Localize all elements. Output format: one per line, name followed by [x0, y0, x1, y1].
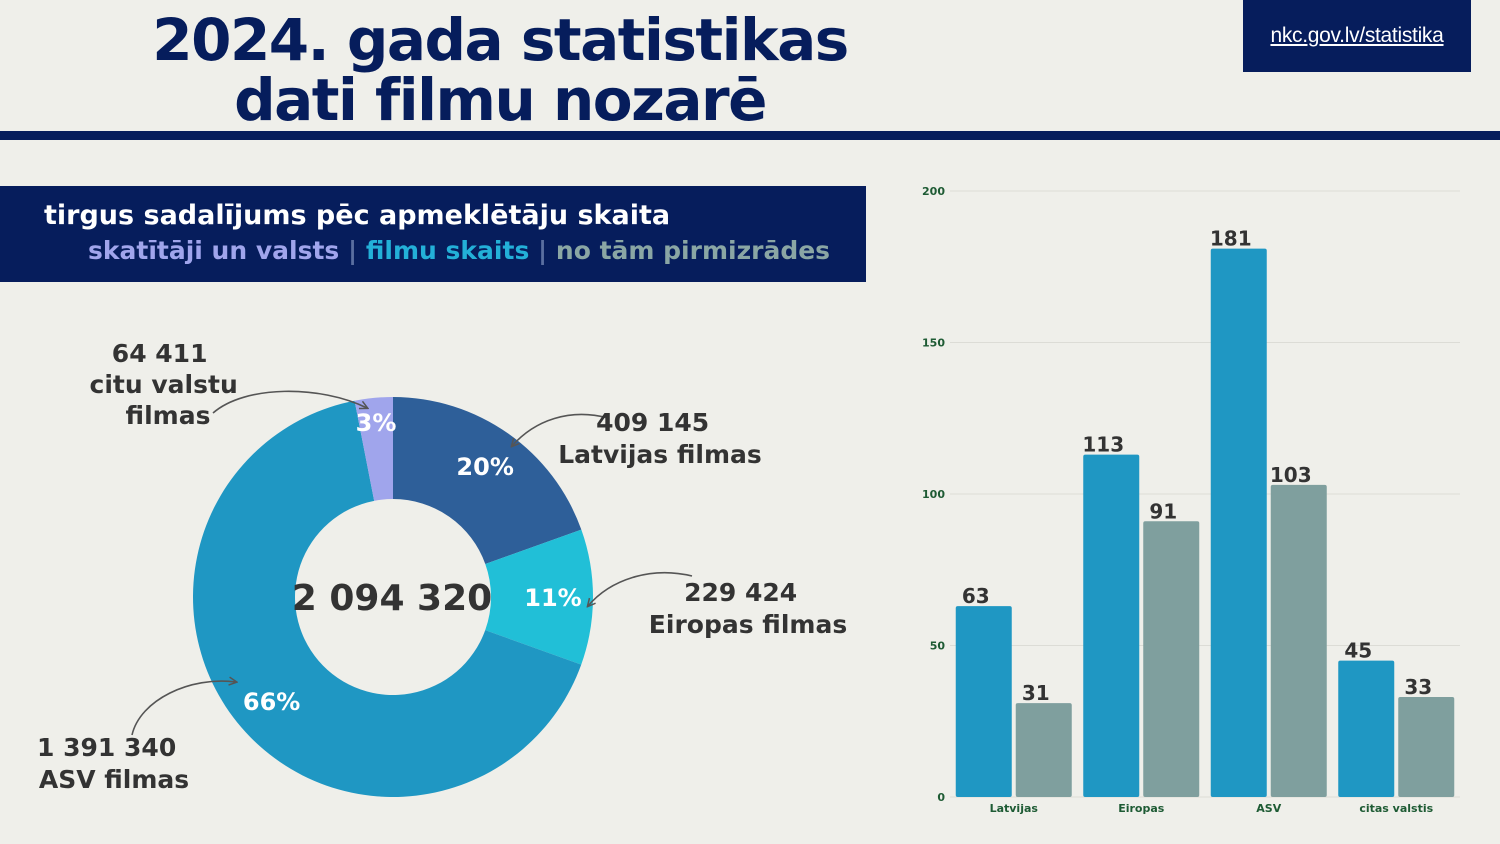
statistics-link[interactable]: nkc.gov.lv/statistika — [1270, 24, 1444, 47]
subtitle-banner: tirgus sadalījums pēc apmeklētāju skaita… — [0, 186, 866, 282]
y-tick-label: 200 — [922, 185, 945, 198]
bar-value-label: 33 — [1404, 675, 1432, 699]
donut-slice-1 — [485, 529, 593, 665]
legend-premieres: no tām pirmizrādes — [555, 236, 831, 265]
legend-line: skatītāji un valsts | filmu skaits | no … — [88, 236, 830, 265]
callout-citu: 64 411 citu valstu filmas — [90, 339, 247, 430]
donut-slice-3 — [354, 397, 393, 501]
y-tick-label: 100 — [922, 488, 945, 501]
bar-value-label: 63 — [962, 584, 990, 608]
y-tick-label: 150 — [922, 337, 945, 350]
bar-Eiropas-series-0 — [1083, 454, 1140, 797]
callout-arrow-eiropas — [588, 572, 693, 606]
bar-value-label: 91 — [1149, 499, 1177, 523]
callout-citu-name-1: citu valstu — [90, 370, 238, 399]
bar-ASV-series-1 — [1270, 484, 1327, 797]
page-title: 2024. gada statistikas dati filmu nozarē — [150, 10, 850, 130]
bar-chart: 0 50 100 150 200 63 31 Latvijas 113 91 Eiropas 181… — [922, 185, 1460, 815]
x-category-label: citas valstis — [1359, 802, 1433, 815]
callout-arrow-citu — [212, 390, 367, 414]
legend-separator: | — [538, 236, 548, 265]
callout-eiropas-name: Eiropas filmas — [649, 610, 847, 639]
x-category-label: Latvijas — [990, 802, 1039, 815]
callout-latvijas-value: 409 145 — [596, 408, 709, 437]
donut-percent-label-3: 3% — [356, 409, 397, 437]
donut-percent-label-0: 20% — [456, 453, 513, 481]
bar-value-label: 113 — [1082, 433, 1124, 457]
donut-chart: 20% 11% 66% 3% 2 094 320 64 411 citu valstu… — [37, 339, 847, 797]
callout-arrow-latvijas — [512, 413, 609, 446]
legend-separator: | — [348, 236, 358, 265]
header-divider — [0, 131, 1500, 140]
donut-center-total: 2 094 320 — [292, 578, 492, 619]
callout-eiropas: 229 424 Eiropas filmas — [649, 578, 847, 639]
bar-value-label: 45 — [1344, 639, 1372, 663]
callout-arrow-asv — [131, 681, 236, 736]
donut-slice-2 — [193, 400, 582, 797]
callout-asv-name: ASV filmas — [39, 765, 189, 794]
callout-latvijas-name: Latvijas filmas — [558, 440, 762, 469]
callout-citu-value: 64 411 — [112, 339, 208, 368]
callout-asv-value: 1 391 340 — [37, 733, 176, 762]
legend-film-count: filmu skaits — [365, 236, 530, 265]
legend-viewers-country: skatītāji un valsts — [88, 236, 340, 265]
bar-value-label: 31 — [1022, 681, 1050, 705]
donut-percent-label-1: 11% — [524, 584, 581, 612]
bar-value-label: 103 — [1270, 463, 1312, 487]
bar-value-label: 181 — [1210, 227, 1252, 251]
callout-latvijas: 409 145 Latvijas filmas — [558, 408, 762, 469]
callout-eiropas-value: 229 424 — [684, 578, 797, 607]
title-line-1: 2024. gada statistikas — [152, 6, 849, 74]
x-category-label: ASV — [1256, 802, 1281, 815]
bar-Latvijas-series-1 — [1015, 703, 1072, 797]
title-line-2: dati filmu nozarē — [234, 66, 767, 134]
donut-slice-0 — [393, 397, 582, 565]
bar-citas-valstis-series-1 — [1398, 697, 1455, 797]
y-tick-label: 0 — [937, 791, 945, 804]
subtitle-text: tirgus sadalījums pēc apmeklētāju skaita — [44, 200, 671, 231]
bar-Latvijas-series-0 — [955, 606, 1012, 797]
y-tick-label: 50 — [930, 640, 946, 653]
bar-citas-valstis-series-0 — [1338, 660, 1395, 797]
donut-percent-label-2: 66% — [243, 688, 300, 716]
callout-citu-name-2: filmas — [126, 401, 211, 430]
callout-asv: 1 391 340 ASV filmas — [37, 733, 189, 794]
url-badge: nkc.gov.lv/statistika — [1243, 0, 1471, 72]
x-category-label: Eiropas — [1118, 802, 1165, 815]
bar-Eiropas-series-1 — [1143, 521, 1200, 797]
bar-ASV-series-0 — [1210, 248, 1267, 797]
